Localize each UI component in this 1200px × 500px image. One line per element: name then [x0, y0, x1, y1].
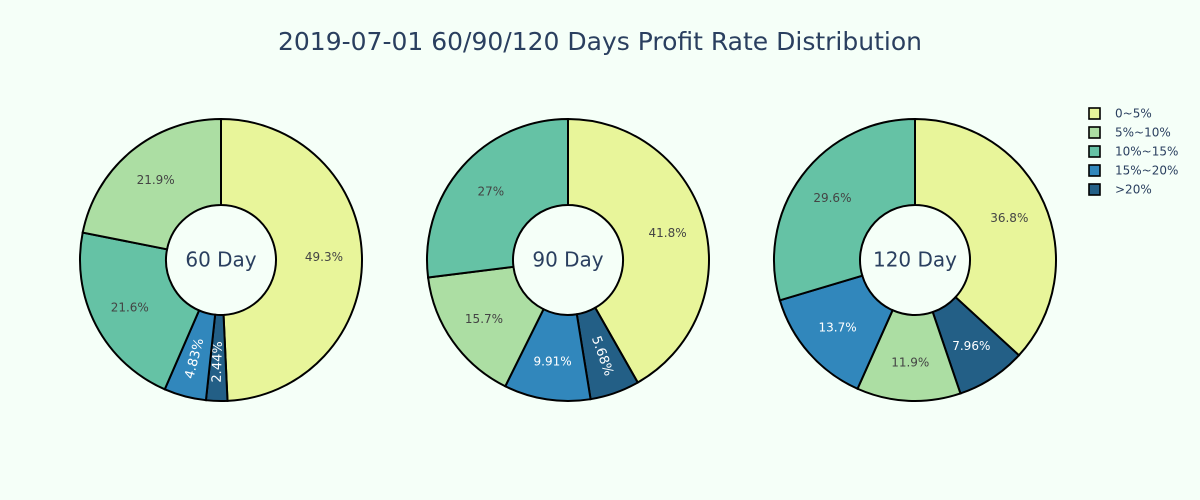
legend-label-0-5: 0~5%: [1115, 107, 1152, 121]
slice-label-90-day-5-10: 15.7%: [465, 312, 503, 326]
chart-title: 2019-07-01 60/90/120 Days Profit Rate Di…: [278, 27, 922, 56]
pie-center-label-60-day: 60 Day: [185, 248, 256, 272]
legend-item-15-20[interactable]: 15%~20%: [1088, 164, 1178, 178]
legend-swatch-10-15: [1088, 145, 1101, 158]
legend-label-10-15: 10%~15%: [1115, 145, 1178, 159]
slice-label-60-day-10-15: 21.6%: [111, 300, 149, 314]
pie-120-day: 36.8% 7.96% 11.9% 13.7% 29.6% 120 Day: [773, 117, 1057, 402]
slice-90-day-10-15[interactable]: [426, 117, 569, 279]
legend-swatch-15-20: [1088, 164, 1101, 177]
pie-center-label-90-day: 90 Day: [532, 248, 603, 272]
slice-label-60-day-0-5: 49.3%: [305, 250, 343, 264]
legend-label-5-10: 5%~10%: [1115, 126, 1171, 140]
pie-90-day: 41.8%5.68%9.91%15.7%27%90 Day: [426, 117, 710, 402]
slice-60-day-0-5[interactable]: [220, 117, 363, 402]
slice-label-120-day-0-5: 36.8%: [990, 211, 1028, 225]
slice-120-day-0-5[interactable]: [914, 117, 1057, 357]
slice-60-day-5-10[interactable]: [81, 117, 222, 251]
legend-swatch-20: [1088, 183, 1101, 196]
slice-90-day-5-10[interactable]: [426, 265, 545, 388]
pie-60-day: 49.3%2.44%4.83%21.6%21.9%60 Day: [79, 117, 363, 402]
legend[interactable]: 0~5% 5%~10% 10%~15% 15%~20% >20%: [1088, 107, 1178, 197]
legend-item-0-5[interactable]: 0~5%: [1088, 107, 1152, 121]
slice-label-90-day-15-20: 9.91%: [534, 354, 572, 368]
slice-label-120-day-5-10: 11.9%: [891, 355, 929, 369]
slice-60-day-10-15[interactable]: [79, 231, 201, 391]
slice-label-90-day-10-15: 27%: [477, 184, 504, 198]
legend-item-10-15[interactable]: 10%~15%: [1088, 145, 1178, 159]
slice-label-60-day-20: 2.44%: [210, 341, 226, 383]
legend-swatch-5-10: [1088, 126, 1101, 139]
legend-label-15-20: 15%~20%: [1115, 164, 1178, 178]
slice-label-120-day-20: 7.96%: [952, 339, 990, 353]
slice-90-day-0-5[interactable]: [567, 117, 710, 384]
pie-center-label-120-day: 120 Day: [873, 248, 957, 272]
slice-120-day-15-20[interactable]: [778, 274, 894, 391]
legend-swatch-0-5: [1088, 107, 1101, 120]
slice-label-120-day-10-15: 29.6%: [813, 191, 851, 205]
slice-label-60-day-5-10: 21.9%: [137, 173, 175, 187]
slice-label-90-day-0-5: 41.8%: [649, 226, 687, 240]
pies-layer: 49.3%2.44%4.83%21.6%21.9%60 Day41.8%5.68…: [79, 117, 1057, 402]
legend-item-20[interactable]: >20%: [1088, 183, 1152, 197]
legend-label-20: >20%: [1115, 183, 1152, 197]
legend-item-5-10[interactable]: 5%~10%: [1088, 126, 1171, 140]
slice-label-120-day-15-20: 13.7%: [819, 320, 857, 334]
slice-120-day-10-15[interactable]: [773, 117, 916, 302]
